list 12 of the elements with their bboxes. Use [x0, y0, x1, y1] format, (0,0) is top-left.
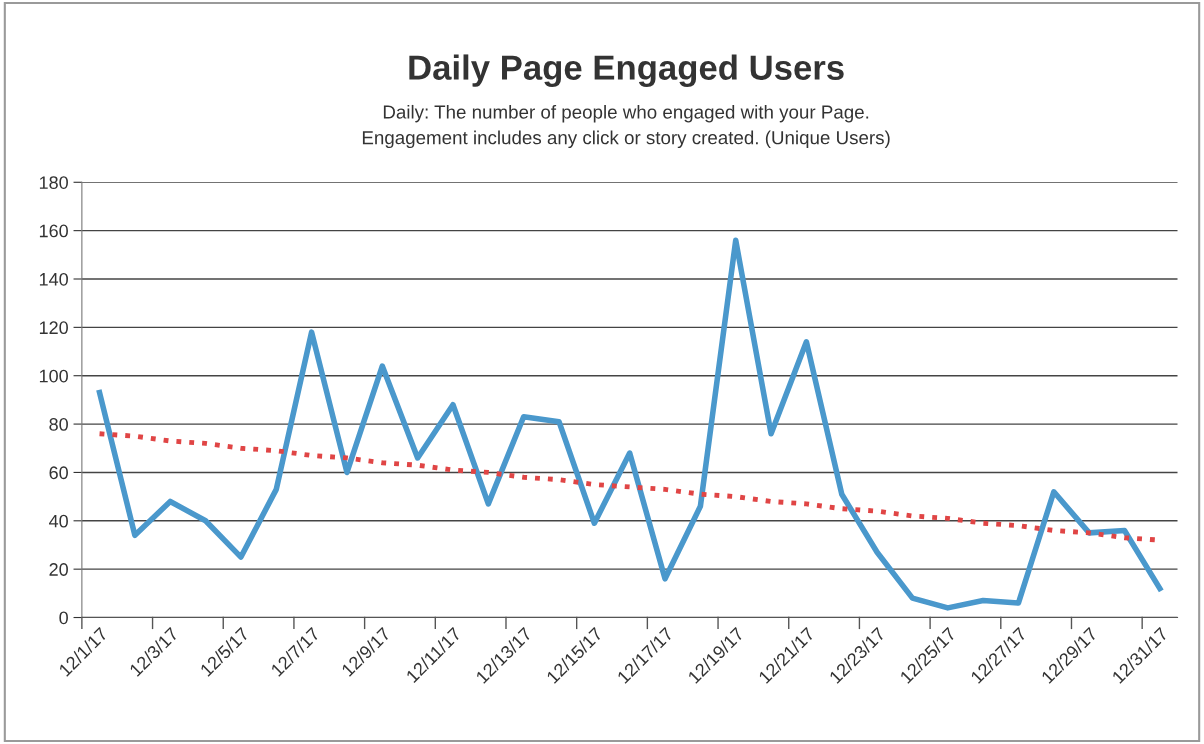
y-tick-label: 20	[49, 563, 68, 576]
y-tick-label: 120	[39, 321, 68, 335]
y-tick-label: 40	[49, 514, 68, 528]
y-tick-label: 160	[39, 224, 68, 238]
y-tick-label: 100	[39, 369, 68, 383]
y-tick-label: 0	[59, 611, 68, 625]
chart-title: Daily Page Engaged Users	[409, 54, 844, 87]
y-tick-label: 180	[39, 176, 68, 189]
y-tick-label: 60	[49, 466, 68, 480]
chart-subtitle: Daily: The number of people who engaged with your Page. Engagement includes any click or story created. (Unique Users)	[362, 104, 890, 149]
y-tick-label: 80	[49, 418, 68, 431]
y-tick-label: 140	[39, 272, 68, 286]
